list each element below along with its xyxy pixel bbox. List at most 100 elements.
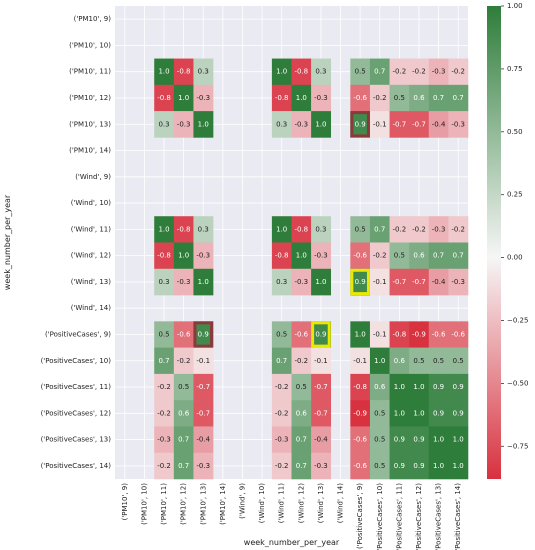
- cell-value-label: 0.5: [394, 252, 405, 260]
- heatmap-cell: [350, 347, 371, 375]
- heatmap-cell: [311, 216, 332, 243]
- x-tick-label: ('PositiveCases', 9): [356, 483, 364, 549]
- cell-value-label: -0.6: [451, 330, 465, 338]
- cell-value-label: -0.8: [294, 225, 308, 233]
- cell-value-label: -0.8: [275, 252, 289, 260]
- heatmap-cell: [409, 58, 430, 86]
- colorbar-tick-label: −0.50: [507, 379, 528, 387]
- heatmap-cell: [389, 426, 410, 454]
- heatmap-cell: [154, 452, 175, 480]
- cell-value-label: -0.3: [196, 252, 210, 260]
- x-tick-label: ('PM10', 14): [219, 483, 227, 525]
- heatmap-cell: [173, 400, 194, 427]
- heatmap-cell: [193, 426, 214, 454]
- heatmap-cell: [173, 216, 194, 243]
- cell-value-label: -0.2: [412, 225, 426, 233]
- heatmap-cell: [271, 268, 292, 296]
- cell-value-label: 1.0: [453, 436, 464, 444]
- heatmap-cell: [350, 426, 371, 454]
- heatmap-cell: [428, 58, 449, 86]
- cell-value-label: -0.3: [314, 462, 328, 470]
- heatmap-cell: [428, 84, 449, 112]
- heatmap-cell: [291, 426, 312, 454]
- heatmap-cell: [369, 426, 390, 454]
- heatmap-cell: [409, 400, 430, 427]
- cell-value-label: 0.7: [296, 436, 307, 444]
- heatmap-cell: [389, 373, 410, 401]
- heatmap-cell: [409, 242, 430, 270]
- colorbar: 1.00 0.75 0.50 0.25 0.00 −0.25 −0.50 −0.75: [487, 2, 528, 479]
- x-tick-label: ('Wind', 11): [278, 483, 286, 524]
- highlight-box: [311, 321, 331, 348]
- heatmap-cell: [154, 58, 175, 86]
- heatmap-cell: [291, 347, 312, 375]
- heatmap-cell: [154, 111, 175, 138]
- x-tick-label: ('PositiveCases', 11): [395, 483, 403, 550]
- heatmap-cell: [369, 452, 390, 480]
- cell-value-label: -0.8: [294, 68, 308, 76]
- y-tick-label: ('Wind', 9): [75, 173, 111, 181]
- cell-value-label: 1.0: [433, 462, 444, 470]
- cell-value-label: -0.3: [275, 436, 289, 444]
- heatmap-cell: [193, 347, 214, 375]
- cell-value-label: -0.8: [353, 383, 367, 391]
- cell-value-label: 0.7: [158, 357, 169, 365]
- cell-value-label: 0.3: [158, 278, 169, 286]
- cell-value-label: 1.0: [296, 252, 307, 260]
- cell-value-label: 0.5: [355, 225, 366, 233]
- x-tick-label: ('PM10', 10): [140, 483, 148, 525]
- cell-value-label: -0.2: [373, 252, 387, 260]
- cell-value-label: -0.2: [157, 409, 171, 417]
- x-tick-labels: ('PM10', 9) ('PM10', 10) ('PM10', 11) ('PM1…: [121, 483, 462, 550]
- cell-value-label: 0.7: [374, 225, 385, 233]
- heatmap-cell: [389, 84, 410, 112]
- cell-value-label: -0.3: [314, 94, 328, 102]
- heatmap-cell: [154, 426, 175, 454]
- y-tick-label: ('Wind', 11): [71, 225, 112, 233]
- colorbar-gradient: [487, 6, 501, 479]
- y-tick-label: ('PM10', 13): [69, 120, 111, 128]
- x-tick-label: ('PositiveCases', 14): [454, 483, 462, 550]
- cell-value-label: -0.6: [353, 462, 367, 470]
- y-tick-label: ('Wind', 14): [71, 304, 112, 312]
- heatmap-cell: [389, 347, 410, 375]
- cell-value-label: 0.9: [433, 409, 444, 417]
- cell-value-label: 1.0: [374, 357, 385, 365]
- cell-value-label: 0.9: [198, 330, 209, 338]
- colorbar-tick-label: 1.00: [507, 2, 523, 10]
- heatmap-cell: [271, 452, 292, 480]
- cell-value-label: 0.3: [315, 68, 326, 76]
- cell-value-label: -0.3: [294, 120, 308, 128]
- cell-value-label: -0.6: [177, 330, 191, 338]
- heatmap-cell: [409, 373, 430, 401]
- cell-value-label: 0.3: [276, 278, 287, 286]
- cell-value-label: -0.3: [451, 278, 465, 286]
- heatmap-cell: [448, 111, 469, 138]
- heatmap-cell: [389, 400, 410, 427]
- heatmap-cell: [311, 58, 332, 86]
- heatmap-cell: [448, 268, 469, 296]
- cell-value-label: -0.2: [275, 462, 289, 470]
- heatmap-cell: [291, 242, 312, 270]
- cell-value-label: 0.9: [413, 462, 424, 470]
- cell-value-label: -0.2: [451, 225, 465, 233]
- cell-value-label: 0.9: [355, 120, 366, 128]
- heatmap-cell: [311, 347, 332, 375]
- heatmap-cell: [389, 321, 410, 348]
- cell-value-label: -0.7: [196, 409, 210, 417]
- heatmap-cell: [311, 373, 332, 401]
- cell-value-label: -0.4: [196, 436, 210, 444]
- colorbar-tick-label: 0.75: [507, 65, 523, 73]
- cell-value-label: -0.8: [177, 225, 191, 233]
- cell-value-label: -0.3: [177, 120, 191, 128]
- x-tick-label: ('PositiveCases', 10): [376, 483, 384, 550]
- cell-value-label: -0.2: [393, 225, 407, 233]
- cell-value-label: 1.0: [178, 252, 189, 260]
- cell-value-label: 0.7: [178, 462, 189, 470]
- heatmap-cell: [193, 452, 214, 480]
- heatmap-cell: [311, 321, 332, 348]
- heatmap-cell: [291, 111, 312, 138]
- x-tick-label: ('Wind', 13): [317, 483, 325, 524]
- cell-value-label: 0.7: [178, 436, 189, 444]
- cell-value-label: -0.7: [412, 120, 426, 128]
